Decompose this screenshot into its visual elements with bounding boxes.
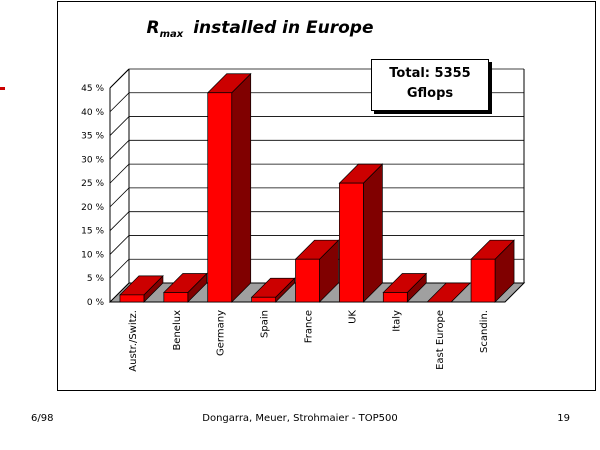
footer-date: 6/98 [31, 413, 54, 424]
gridline-side [109, 140, 130, 160]
x-tick-label: Spain [260, 310, 271, 338]
wall-top-edge [109, 68, 130, 89]
y-tick-label: 45 % [81, 84, 104, 94]
x-tick-label: UK [347, 310, 358, 324]
y-tick-label: 0 % [87, 298, 105, 308]
y-tick-label: 25 % [81, 179, 104, 189]
bar-side [231, 72, 252, 303]
x-tick-label: Austr./Switz. [128, 310, 139, 372]
gridline-side [109, 211, 130, 231]
gridline-side [109, 258, 130, 279]
x-tick-label: Germany [216, 310, 227, 356]
bar-top [426, 282, 472, 303]
gridline-side [109, 187, 130, 208]
x-tick-label: France [304, 310, 315, 343]
y-tick-label: 40 % [81, 108, 104, 118]
gridline-side [109, 235, 130, 255]
bar [382, 292, 408, 303]
chart-frame [57, 1, 596, 391]
x-tick-label: Scandin. [479, 310, 490, 353]
y-tick-label: 35 % [81, 132, 104, 142]
chart-title: Rmax installed in Europe [60, 18, 460, 40]
y-tick-label: 20 % [81, 203, 104, 213]
x-tick-label: East Europe [435, 310, 446, 370]
gridline-side [109, 92, 130, 113]
x-tick-label: Benelux [172, 310, 183, 351]
bar [251, 296, 276, 303]
bar-side [363, 163, 383, 303]
gridline-side [109, 163, 130, 184]
footer-authors: Dongarra, Meuer, Strohmaier - TOP500 [202, 413, 398, 424]
footer-page-number: 19 [557, 413, 570, 424]
y-tick-label: 10 % [81, 250, 104, 260]
chart-title-main: R [146, 18, 160, 38]
total-unit: Gflops [406, 86, 454, 101]
total-box: Total: 5355 Gflops [371, 59, 489, 111]
bar [119, 294, 145, 303]
x-tick-label: Italy [391, 310, 402, 332]
bar [295, 258, 320, 303]
gridline-side [109, 116, 130, 136]
y-tick-label: 15 % [81, 227, 104, 237]
y-tick-label: 5 % [87, 274, 105, 284]
bar [207, 92, 233, 303]
chart-title-rest: installed in Europe [193, 18, 374, 38]
y-tick-label: 30 % [81, 155, 104, 165]
total-line: Total: 5355 [389, 66, 471, 81]
bar [163, 292, 189, 303]
bar [470, 258, 496, 303]
bar [339, 182, 364, 303]
slide-marker [0, 87, 5, 90]
chart-title-subscript: max [159, 29, 184, 40]
